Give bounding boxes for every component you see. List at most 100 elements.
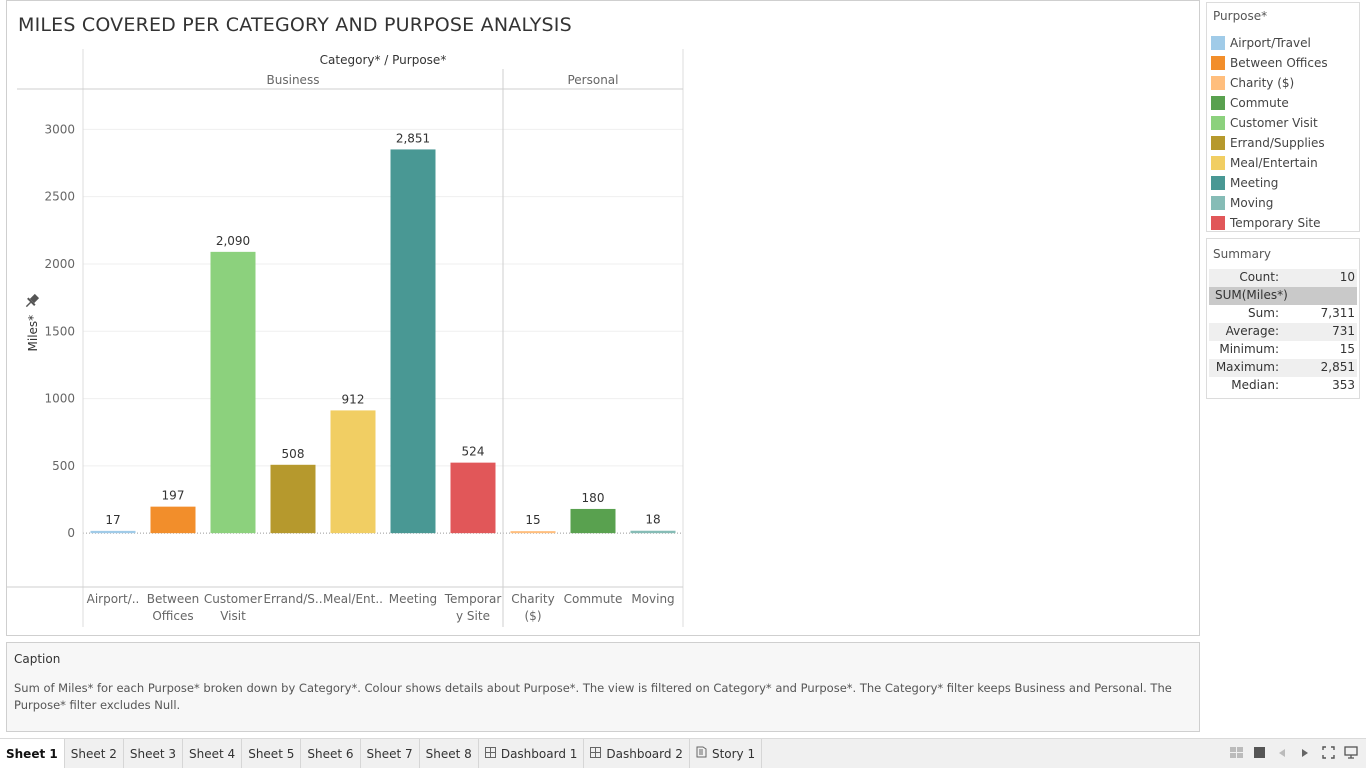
summary-stat-value: 7,311 — [1320, 306, 1355, 320]
bar-chart[interactable]: 0 500 1000 1500 2000 2500 3000 Miles* Category* … — [7, 1, 1201, 637]
page-title: MILES COVERED PER CATEGORY AND PURPOSE A… — [18, 14, 572, 36]
worksheet-canvas: MILES COVERED PER CATEGORY AND PURPOSE A… — [6, 0, 1200, 636]
presentation-icon[interactable] — [1344, 746, 1358, 762]
legend-label: Charity ($) — [1230, 76, 1295, 90]
group-header: Business — [267, 73, 320, 87]
legend-item[interactable]: Moving — [1211, 193, 1328, 213]
legend-swatch — [1211, 136, 1225, 150]
bar[interactable] — [450, 462, 496, 534]
summary-row: Average: 731 — [1209, 323, 1357, 341]
x-tick-label: y Site — [456, 609, 490, 623]
sheet-tab[interactable]: Sheet 1 — [0, 739, 65, 768]
summary-count-label: Count: — [1239, 270, 1279, 284]
legend-item[interactable]: Charity ($) — [1211, 73, 1328, 93]
sheet-tab-label: Sheet 5 — [248, 746, 295, 761]
legend-swatch — [1211, 216, 1225, 230]
x-tick-label: Moving — [631, 592, 674, 606]
legend-item[interactable]: Commute — [1211, 93, 1328, 113]
legend-item[interactable]: Customer Visit — [1211, 113, 1328, 133]
summary-row: Median: 353 — [1209, 377, 1357, 395]
legend-label: Commute — [1230, 96, 1289, 110]
bar[interactable] — [390, 149, 436, 534]
legend-swatch — [1211, 196, 1225, 210]
summary-stat-value: 2,851 — [1320, 360, 1355, 374]
legend-list: Airport/Travel Between Offices Charity ($)… — [1211, 33, 1328, 233]
sheet-tab[interactable]: Sheet 3 — [124, 739, 184, 768]
sheet-tab-bar: Sheet 1 Sheet 2 Sheet 3 Sheet 4 Sheet 5 Sheet… — [0, 738, 1366, 768]
legend-item[interactable]: Errand/Supplies — [1211, 133, 1328, 153]
group-header: Personal — [567, 73, 618, 87]
legend-swatch — [1211, 76, 1225, 90]
legend-label: Errand/Supplies — [1230, 136, 1325, 150]
bar[interactable] — [510, 531, 556, 534]
color-legend: Purpose* Airport/Travel Between Offices Ch… — [1206, 2, 1360, 232]
bar[interactable] — [630, 530, 676, 534]
summary-stat-label: Maximum: — [1215, 360, 1279, 374]
bar[interactable] — [90, 530, 136, 534]
next-icon[interactable] — [1298, 747, 1312, 761]
prev-icon[interactable] — [1275, 747, 1289, 761]
data-label: 15 — [525, 513, 540, 527]
data-label: 2,090 — [216, 234, 250, 248]
sheet-tab[interactable]: Sheet 8 — [420, 739, 479, 768]
legend-item[interactable]: Between Offices — [1211, 53, 1328, 73]
x-tick-label: Commute — [564, 592, 623, 606]
pin-icon[interactable] — [23, 293, 41, 311]
y-tick-label: 0 — [67, 526, 75, 540]
sheet-tab[interactable]: Sheet 2 — [65, 739, 124, 768]
legend-swatch — [1211, 176, 1225, 190]
caption-text: Sum of Miles* for each Purpose* broken d… — [14, 681, 1172, 712]
legend-swatch — [1211, 36, 1225, 50]
x-tick-label: Meal/Ent.. — [323, 592, 383, 606]
caption-panel: Caption Sum of Miles* for each Purpose* … — [6, 642, 1200, 732]
grid-view-icon[interactable] — [1229, 747, 1243, 761]
dashboard-icon — [590, 746, 602, 761]
legend-item[interactable]: Meeting — [1211, 173, 1328, 193]
y-tick-label: 500 — [52, 459, 75, 473]
sheet-tab-label: Sheet 7 — [366, 746, 413, 761]
bar[interactable] — [270, 464, 316, 534]
summary-row: Maximum: 2,851 — [1209, 359, 1357, 377]
sheet-tab[interactable]: Dashboard 1 — [479, 739, 585, 768]
legend-label: Airport/Travel — [1230, 36, 1311, 50]
sheet-tab[interactable]: Sheet 7 — [361, 739, 420, 768]
x-tick-label: ($) — [525, 609, 542, 623]
bar[interactable] — [210, 251, 256, 534]
y-tick-label: 3000 — [44, 122, 75, 136]
sheet-navigation — [1229, 746, 1358, 762]
sheet-tab-label: Sheet 3 — [129, 746, 177, 761]
film-strip-icon[interactable] — [1252, 747, 1266, 761]
summary-measure-header: SUM(Miles*) — [1209, 287, 1357, 305]
sheet-tab[interactable]: Sheet 6 — [301, 739, 361, 768]
bar[interactable] — [330, 410, 376, 534]
legend-item[interactable]: Temporary Site — [1211, 213, 1328, 233]
sheet-tab[interactable]: Dashboard 2 — [584, 739, 690, 768]
x-tick-label: Airport/.. — [87, 592, 140, 606]
legend-item[interactable]: Airport/Travel — [1211, 33, 1328, 53]
summary-row: Minimum: 15 — [1209, 341, 1357, 359]
sheet-tab[interactable]: Sheet 4 — [183, 739, 243, 768]
sheet-tabs: Sheet 1 Sheet 2 Sheet 3 Sheet 4 Sheet 5 Sheet… — [0, 739, 763, 768]
sheet-tab-label: Sheet 1 — [6, 746, 58, 761]
sheet-tab[interactable]: Story 1 — [690, 739, 763, 768]
story-icon — [696, 746, 707, 761]
fit-screen-icon[interactable] — [1321, 746, 1335, 762]
summary-stat-label: Median: — [1231, 378, 1279, 392]
summary-stat-label: Average: — [1225, 324, 1279, 338]
legend-label: Meeting — [1230, 176, 1279, 190]
x-tick-label: Customer — [204, 592, 262, 606]
legend-swatch — [1211, 56, 1225, 70]
data-label: 2,851 — [396, 131, 430, 145]
legend-label: Temporary Site — [1230, 216, 1321, 230]
sheet-tab-label: Sheet 8 — [425, 746, 472, 761]
summary-count-value: 10 — [1339, 270, 1355, 284]
data-label: 18 — [645, 513, 660, 527]
legend-item[interactable]: Meal/Entertain — [1211, 153, 1328, 173]
summary-title: Summary — [1213, 247, 1271, 261]
sheet-tab[interactable]: Sheet 5 — [242, 739, 302, 768]
bar[interactable] — [150, 506, 196, 534]
x-tick-label: Errand/S.. — [263, 592, 322, 606]
legend-swatch — [1211, 96, 1225, 110]
bar[interactable] — [570, 508, 616, 534]
summary-stat-label: Minimum: — [1219, 342, 1279, 356]
